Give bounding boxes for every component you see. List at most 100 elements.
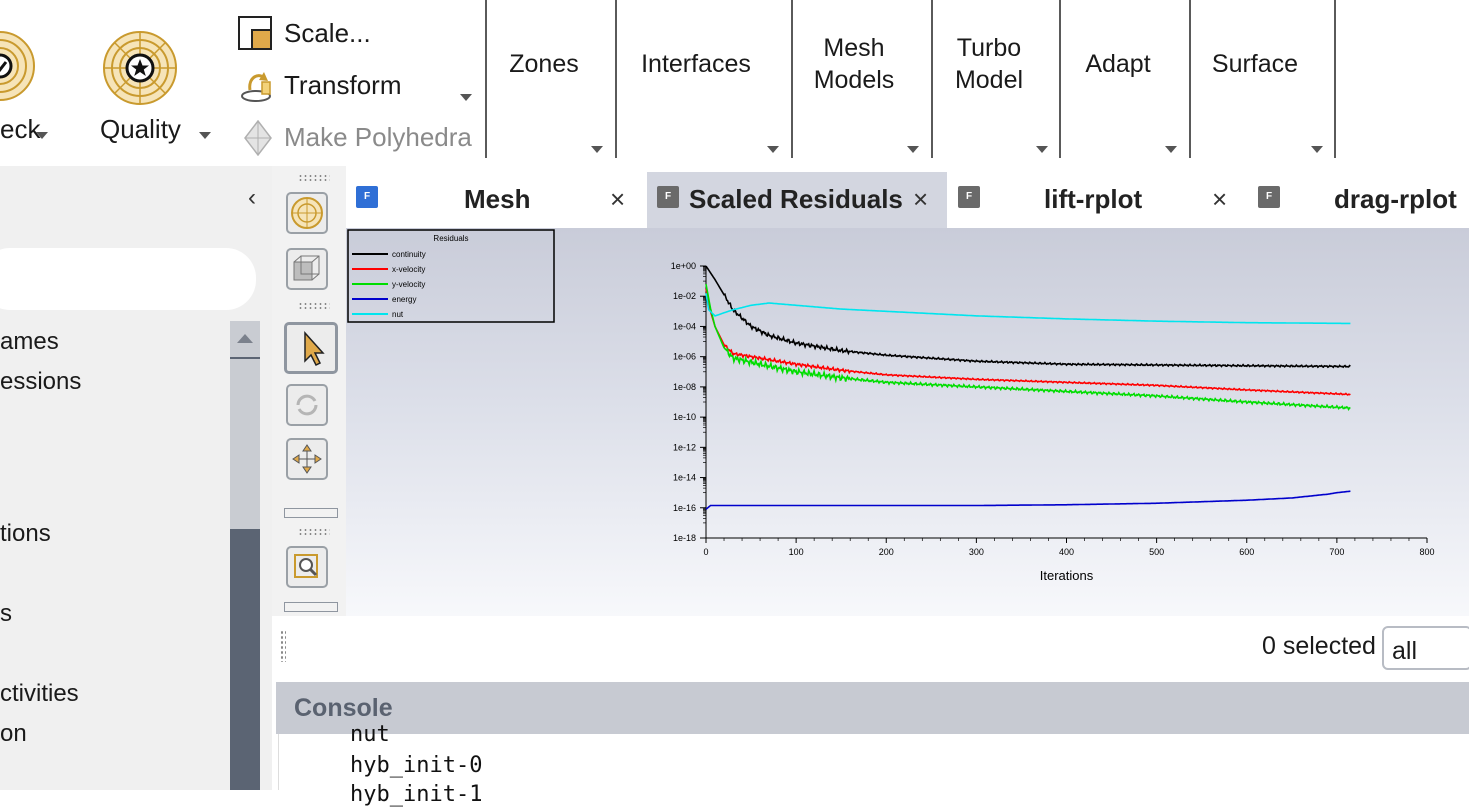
tab-label: Scaled Residuals xyxy=(689,184,903,214)
y-tick-label: 1e-06 xyxy=(673,352,696,362)
tab-drag-rplot[interactable]: F drag-rplot xyxy=(1248,172,1469,228)
fluent-tab-icon: F xyxy=(1258,186,1280,208)
x-tick-label: 300 xyxy=(969,547,984,557)
scale-button[interactable]: Scale... xyxy=(284,18,371,48)
ribbon-separator xyxy=(1059,0,1061,158)
surface-menu[interactable]: Surface xyxy=(1211,50,1299,78)
zoom-box-button[interactable] xyxy=(286,546,328,588)
x-tick-label: 800 xyxy=(1419,547,1434,557)
transform-icon[interactable] xyxy=(238,68,274,104)
selection-count: 0 selected xyxy=(1262,632,1376,660)
toolbar-grip[interactable] xyxy=(298,302,330,310)
panel-grip[interactable] xyxy=(280,630,286,662)
tree-filter-input[interactable] xyxy=(0,248,256,310)
tab-label: drag-rplot xyxy=(1334,184,1457,214)
turbo-model-menu[interactable]: Turbo Model xyxy=(954,34,1024,94)
view-cube-button[interactable] xyxy=(286,248,328,290)
transform-dropdown-icon[interactable] xyxy=(460,94,472,101)
y-tick-label: 1e-16 xyxy=(673,503,696,513)
turbo-model-dropdown-icon[interactable] xyxy=(1036,146,1048,153)
collapse-panel-icon[interactable]: ‹ xyxy=(248,184,256,211)
quality-button[interactable]: Quality xyxy=(100,114,181,144)
make-polyhedra-icon[interactable] xyxy=(244,119,272,157)
ribbon-separator xyxy=(485,0,487,158)
y-tick-label: 1e+00 xyxy=(671,261,696,271)
tab-scaled-residuals[interactable]: F Scaled Residuals × xyxy=(647,172,947,228)
y-tick-label: 1e-14 xyxy=(673,473,696,483)
mesh-models-menu[interactable]: Mesh Models xyxy=(813,34,895,94)
console-output[interactable]: nut hyb_init-0 hyb_init-1 xyxy=(278,722,1469,807)
x-tick-label: 600 xyxy=(1239,547,1254,557)
zones-menu[interactable]: Zones xyxy=(509,50,579,78)
tab-label: lift-rplot xyxy=(1044,184,1143,214)
tree-item[interactable]: s xyxy=(0,600,12,627)
select-pointer-button[interactable] xyxy=(284,322,338,374)
tree-item[interactable]: tions xyxy=(0,520,51,547)
series-line-x-velocity xyxy=(705,288,1351,396)
ribbon-separator xyxy=(791,0,793,158)
console-line: hyb_init-1 xyxy=(350,782,483,807)
mesh-sphere-icon xyxy=(291,197,323,229)
series-line-continuity xyxy=(705,265,1351,369)
mesh-models-dropdown-icon[interactable] xyxy=(907,146,919,153)
fluent-tab-icon: F xyxy=(958,186,980,208)
close-tab-icon[interactable]: × xyxy=(913,184,929,214)
scroll-thumb[interactable] xyxy=(230,359,260,529)
zones-dropdown-icon[interactable] xyxy=(591,146,603,153)
scroll-up-button[interactable] xyxy=(230,321,260,357)
interfaces-dropdown-icon[interactable] xyxy=(767,146,779,153)
series-line-y-velocity xyxy=(705,283,1351,412)
check-icon[interactable] xyxy=(0,30,36,102)
y-tick-label: 1e-04 xyxy=(673,321,696,331)
interfaces-menu[interactable]: Interfaces xyxy=(641,50,751,78)
tab-lift-rplot[interactable]: F lift-rplot × xyxy=(948,172,1248,228)
scale-icon[interactable] xyxy=(238,16,272,50)
check-button[interactable]: eck xyxy=(0,114,41,144)
ribbon-separator xyxy=(931,0,933,158)
pointer-arrow-icon xyxy=(304,331,325,367)
ribbon-toolbar: eck Quality Scale... T xyxy=(0,0,1469,166)
transform-button[interactable]: Transform xyxy=(284,70,402,100)
console-line: hyb_init-0 xyxy=(350,753,483,778)
selection-filter-value: all xyxy=(1392,637,1418,665)
graphics-window[interactable]: 1e+00 1e-02 1e-04 1e-06 1e-08 1e-10 1e-12 1e-14… xyxy=(346,228,1469,616)
surface-dropdown-icon[interactable] xyxy=(1311,146,1323,153)
tree-item[interactable]: on xyxy=(0,720,27,747)
x-tick-label: 700 xyxy=(1329,547,1344,557)
close-tab-icon[interactable]: × xyxy=(1212,184,1228,214)
graphics-toolbar xyxy=(272,166,346,616)
zoom-magnifier-icon xyxy=(294,554,318,578)
quality-dropdown-icon[interactable] xyxy=(199,132,211,139)
console-title: Console xyxy=(294,694,393,722)
outline-tree-panel: ‹ ames essions tions s ctivities on xyxy=(0,166,272,790)
toolbar-grip[interactable] xyxy=(298,528,330,536)
close-tab-icon[interactable]: × xyxy=(610,184,626,214)
legend-box xyxy=(347,229,555,323)
tree-scrollbar[interactable] xyxy=(230,321,260,790)
tree-item[interactable]: ctivities xyxy=(0,680,79,707)
check-dropdown-icon[interactable] xyxy=(36,132,48,139)
toolbar-overflow-handle[interactable] xyxy=(284,602,338,612)
adapt-dropdown-icon[interactable] xyxy=(1165,146,1177,153)
ribbon-separator xyxy=(1189,0,1191,158)
fluent-tab-icon: F xyxy=(657,186,679,208)
toolbar-grip[interactable] xyxy=(298,174,330,182)
mesh-display-button[interactable] xyxy=(286,192,328,234)
toolbar-overflow-handle[interactable] xyxy=(284,508,338,518)
x-tick-label: 0 xyxy=(703,547,708,557)
selection-filter-select[interactable]: all xyxy=(1382,626,1469,670)
graphics-tab-bar: F Mesh × F Scaled Residuals × F lift-rpl… xyxy=(346,172,1469,228)
tree-item[interactable]: essions xyxy=(0,368,82,395)
y-tick-label: 1e-02 xyxy=(673,291,696,301)
rotate-view-button[interactable] xyxy=(286,384,328,426)
legend-entry: continuity xyxy=(392,250,426,259)
legend-title: Residuals xyxy=(433,234,468,243)
tree-item[interactable]: ames xyxy=(0,328,59,355)
pan-view-button[interactable] xyxy=(286,438,328,480)
x-axis-label: Iterations xyxy=(1040,568,1094,583)
tab-mesh[interactable]: F Mesh × xyxy=(346,172,646,228)
x-tick-label: 200 xyxy=(879,547,894,557)
quality-icon[interactable] xyxy=(102,30,178,106)
adapt-menu[interactable]: Adapt xyxy=(1085,50,1151,78)
make-polyhedra-button[interactable]: Make Polyhedra xyxy=(284,122,472,152)
